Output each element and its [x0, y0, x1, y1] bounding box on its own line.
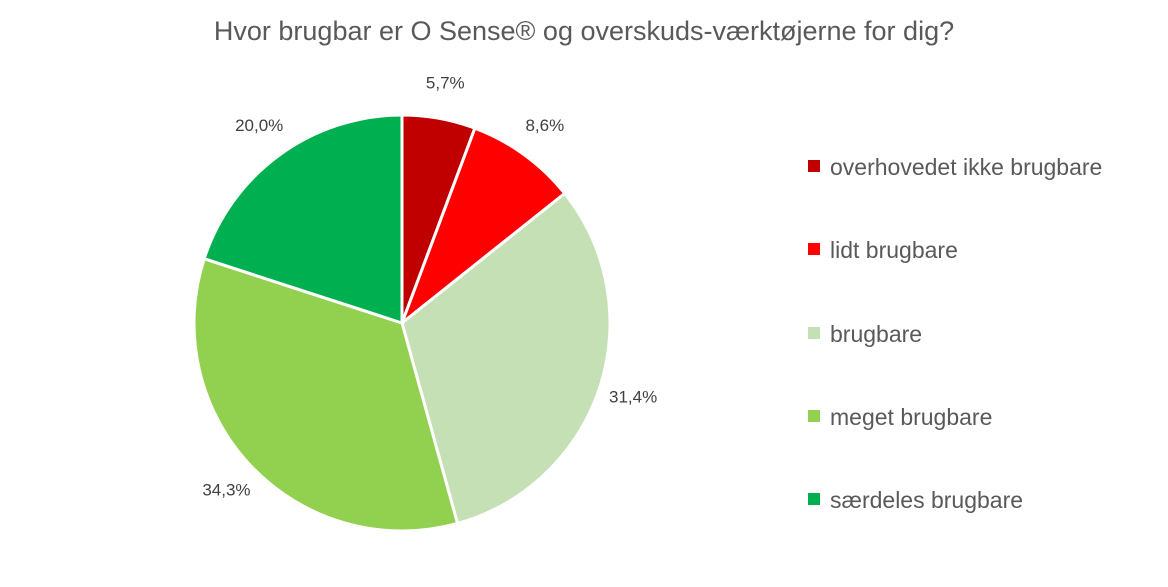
legend-label-3: brugbare: [830, 320, 923, 347]
chart-title: Hvor brugbar er O Sense® og overskuds-væ…: [213, 16, 955, 46]
legend-swatch-5: [808, 493, 820, 506]
legend-swatch-1: [808, 160, 820, 172]
data-label-2: 8,6%: [525, 116, 564, 135]
legend-swatch-4: [808, 409, 820, 422]
legend-label-1: overhovedet ikke brugbare: [830, 154, 1103, 180]
data-label-3: 31,4%: [609, 388, 657, 407]
legend-label-5: særdeles brugbare: [830, 487, 1024, 514]
data-label-4: 34,3%: [202, 480, 250, 499]
pie-slice-4: [192, 257, 460, 533]
data-label-5: 20,0%: [235, 116, 283, 135]
pie-slice-5: [202, 113, 404, 325]
legend-label-4: meget brugbare: [830, 403, 993, 430]
legend-label-2: lidt brugbare: [830, 237, 958, 264]
legend-swatch-2: [808, 243, 820, 256]
pie-slice-3: [400, 191, 612, 525]
data-label-1: 5,7%: [426, 73, 465, 92]
legend-swatch-3: [808, 326, 820, 339]
pie-slice-2: [400, 126, 567, 325]
